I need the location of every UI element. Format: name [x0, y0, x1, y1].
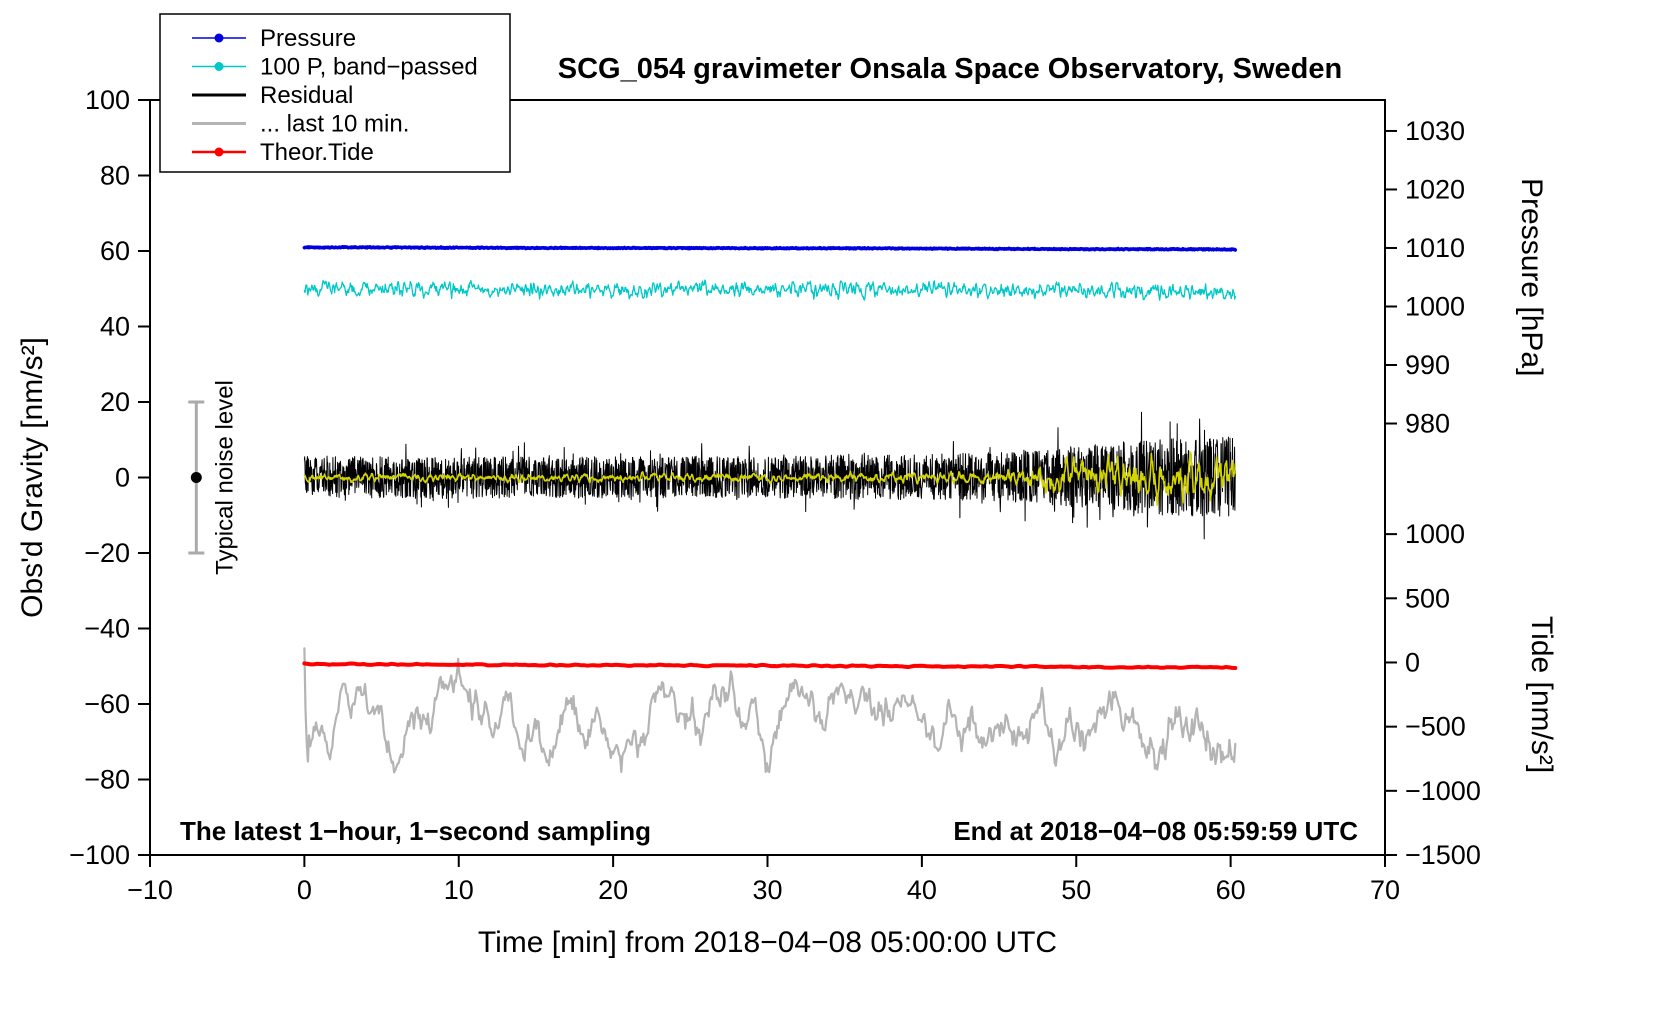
x-tick-label: 70 — [1370, 875, 1400, 905]
pressure-tick-label: 1030 — [1405, 116, 1465, 146]
legend-label: ... last 10 min. — [260, 111, 409, 138]
x-tick-label: 30 — [752, 875, 782, 905]
legend-sample-dot — [214, 33, 224, 43]
legend-label: Theor.Tide — [260, 139, 374, 166]
pressure-tick-label: 980 — [1405, 409, 1450, 439]
legend-label: Pressure — [260, 25, 356, 52]
tide-tick-label: −1000 — [1405, 776, 1481, 806]
gravity-tick-label: −20 — [84, 538, 130, 568]
noise-level-indicator: Typical noise level — [188, 380, 238, 575]
gravity-axis-title: Obs'd Gravity [nm/s²] — [16, 337, 49, 618]
gravity-tick-label: 60 — [100, 236, 130, 266]
gravity-tick-label: −40 — [84, 614, 130, 644]
series-line-theor-tide — [302, 661, 1238, 670]
gravity-tick-label: 40 — [100, 312, 130, 342]
series-line-100-p-band-passed — [303, 279, 1236, 301]
series-line-residual — [303, 411, 1236, 540]
legend-sample-dot — [214, 62, 224, 71]
tide-tick-label: 0 — [1405, 647, 1420, 677]
x-tick-label: −10 — [127, 875, 173, 905]
pressure-tick-label: 1010 — [1405, 233, 1465, 263]
pressure-axis-title: Pressure [hPa] — [1515, 178, 1548, 376]
pressure-tick-label: 1000 — [1405, 291, 1465, 321]
end-time-note: End at 2018−04−08 05:59:59 UTC — [953, 816, 1358, 846]
x-tick-label: 40 — [907, 875, 937, 905]
gravity-tick-label: −100 — [69, 840, 130, 870]
series-line--last-10-min- — [303, 647, 1237, 774]
pressure-tick-label: 1020 — [1405, 174, 1465, 204]
series-line-pressure — [302, 245, 1238, 252]
sampling-note: The latest 1−hour, 1−second sampling — [180, 816, 651, 846]
tide-tick-label: −1500 — [1405, 840, 1481, 870]
pressure-tick-label: 990 — [1405, 350, 1450, 380]
gravity-tick-label: 80 — [100, 161, 130, 191]
tide-axis-title: Tide [nm/s²] — [1525, 616, 1558, 773]
figure-title: SCG_054 gravimeter Onsala Space Observat… — [558, 53, 1342, 85]
ticks-layer: −10 0 10 20 30 40 50 60 70−100−80−60−40−20020406… — [69, 85, 1481, 905]
noise-bar-center-dot — [190, 472, 202, 483]
noise-level-label: Typical noise level — [211, 380, 238, 575]
x-tick-label: 20 — [598, 875, 628, 905]
gravity-tick-label: −80 — [84, 765, 130, 795]
series-layer — [302, 245, 1238, 774]
legend-label: 100 P, band−passed — [260, 54, 478, 81]
x-tick-label: 10 — [444, 875, 474, 905]
gravity-tick-label: 100 — [85, 85, 130, 115]
tide-tick-label: −500 — [1405, 712, 1466, 742]
series-line-residual-band-passed — [303, 451, 1237, 506]
tide-tick-label: 500 — [1405, 583, 1450, 613]
gravity-tick-label: 0 — [115, 463, 130, 493]
gravity-tick-label: 20 — [100, 387, 130, 417]
x-tick-label: 60 — [1216, 875, 1246, 905]
x-tick-label: 50 — [1061, 875, 1091, 905]
x-axis-title: Time [min] from 2018−04−08 05:00:00 UTC — [478, 926, 1057, 959]
legend-label: Residual — [260, 82, 353, 109]
legend-sample-dot — [214, 147, 224, 157]
x-tick-label: 0 — [297, 875, 312, 905]
tide-tick-label: 1000 — [1405, 519, 1465, 549]
gravity-tick-label: −60 — [84, 689, 130, 719]
